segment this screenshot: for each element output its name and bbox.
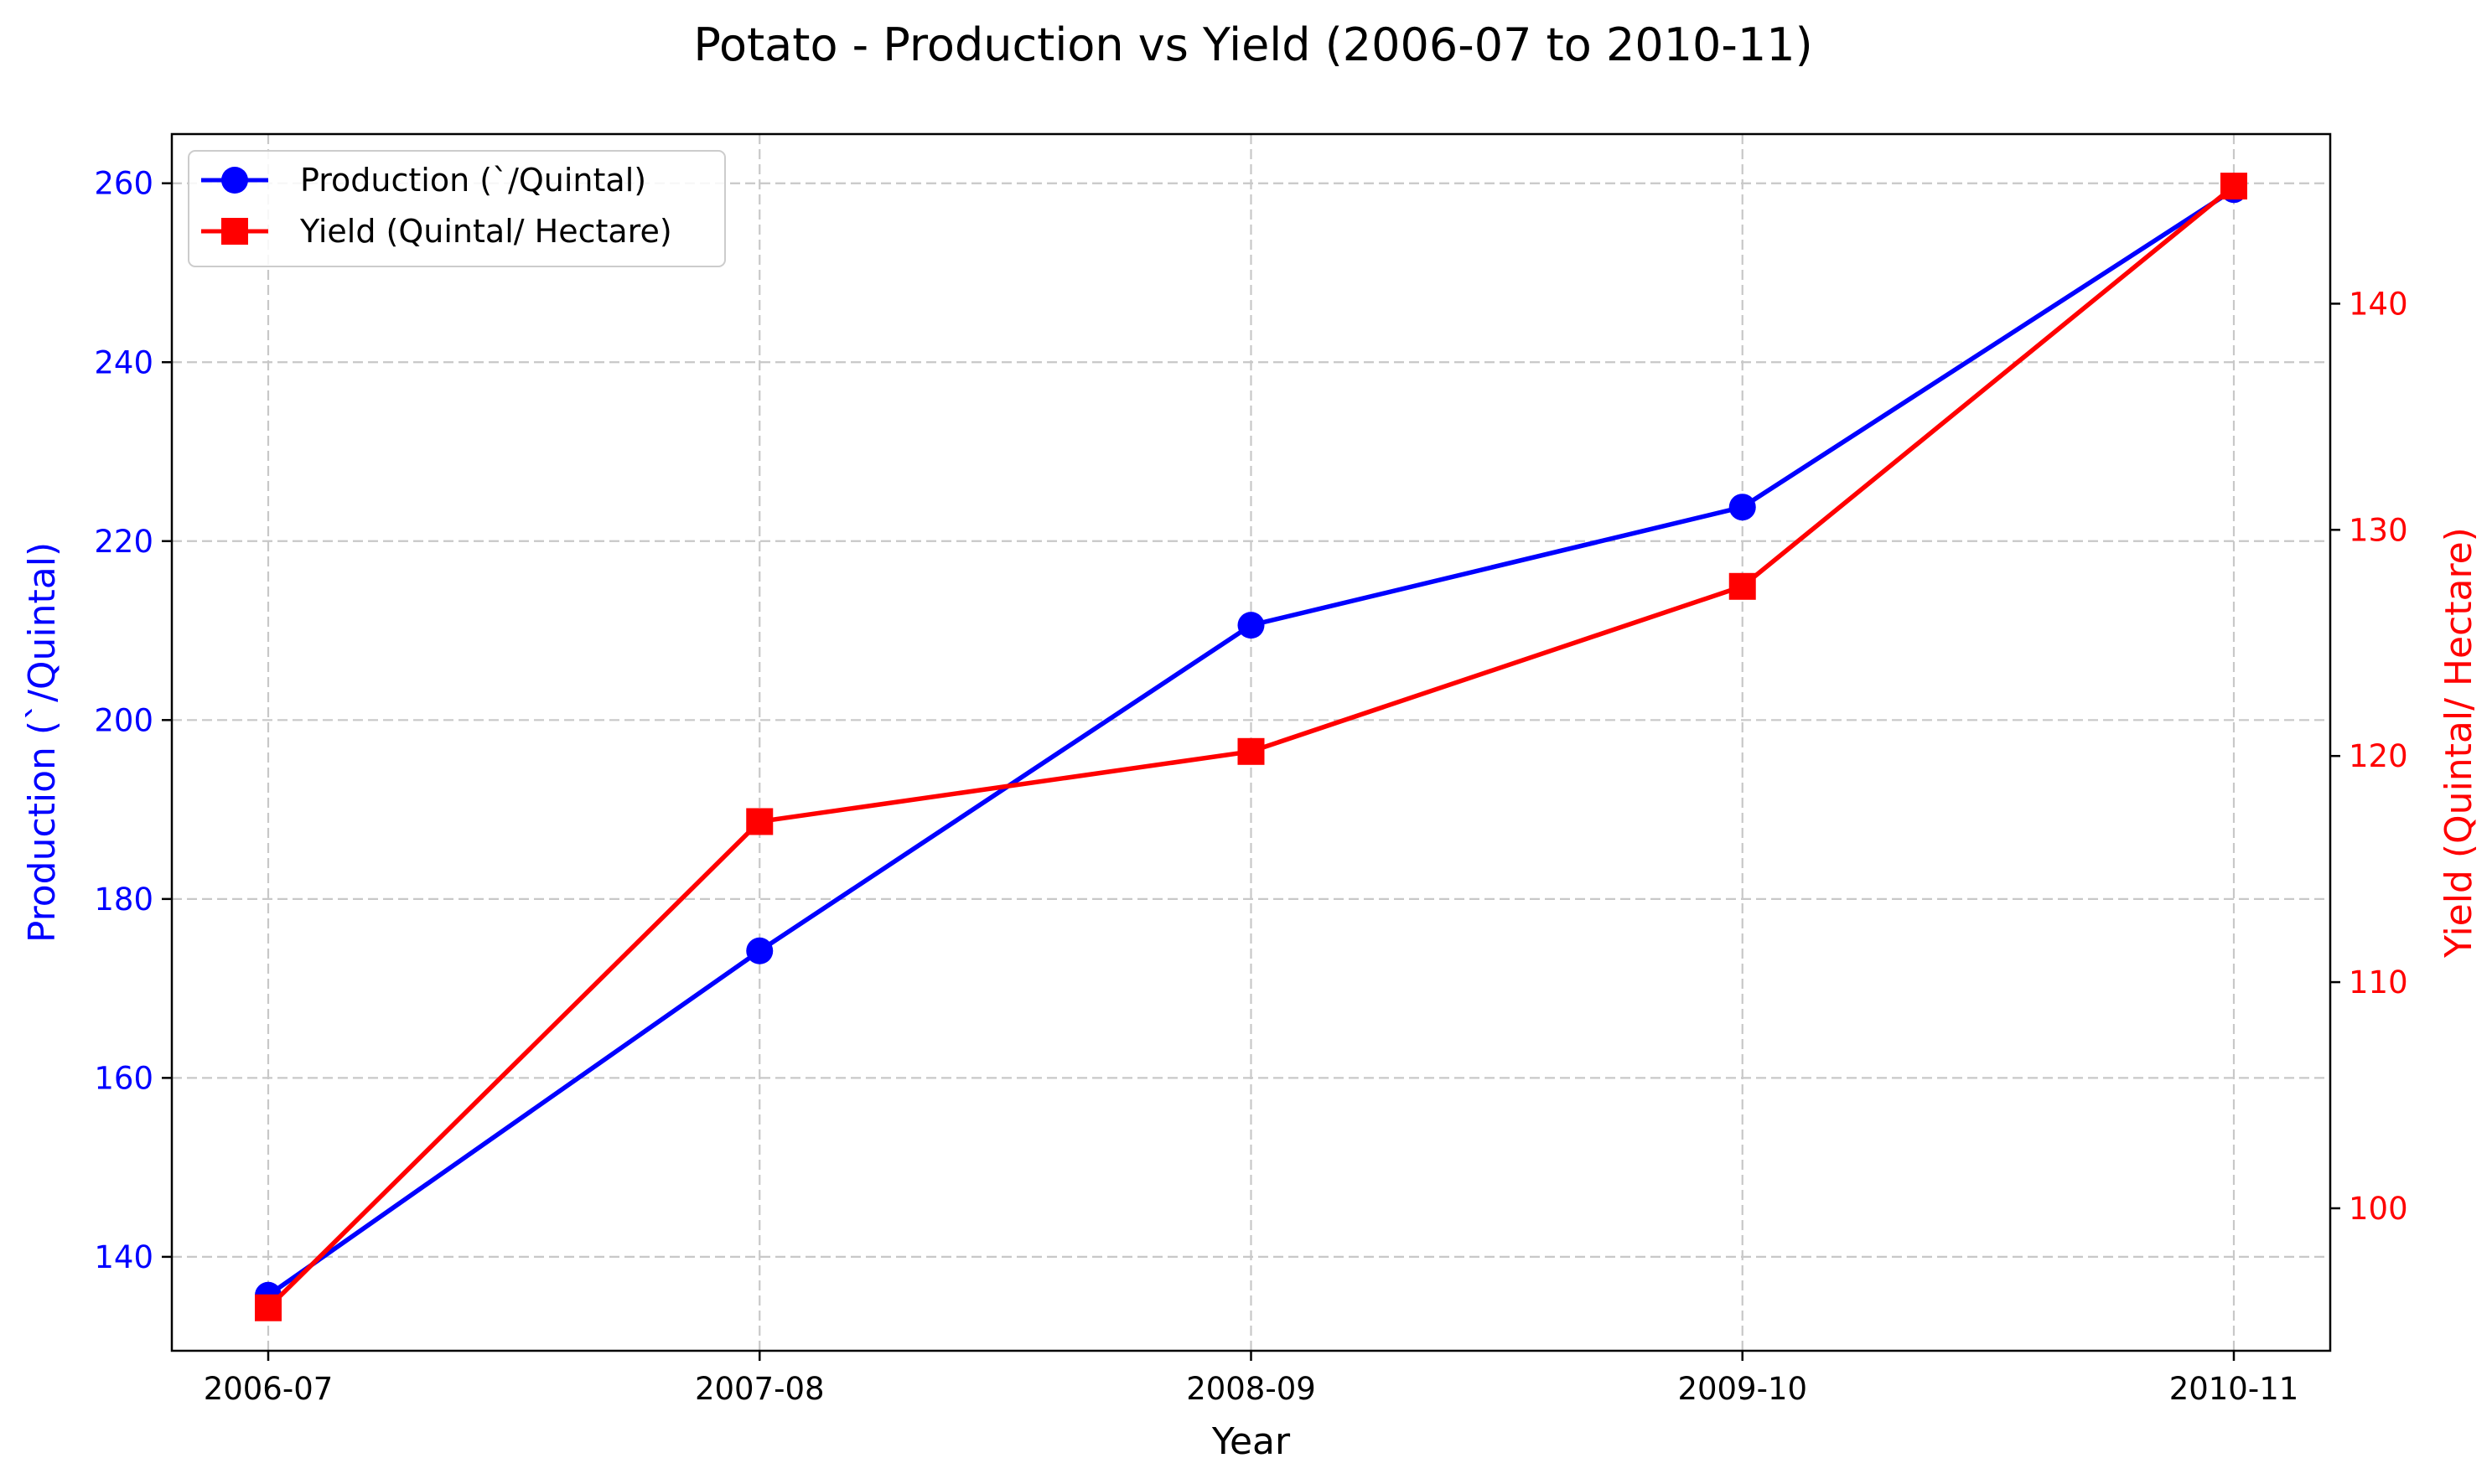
y-left-tick-label-140: 140 [94, 1239, 153, 1275]
legend-label-yield: Yield (Quintal/ Hectare) [299, 213, 672, 250]
point-yield-2008-09 [1237, 737, 1265, 765]
y-right-tick-label-140: 140 [2349, 286, 2408, 322]
y-right-tick-label-130: 130 [2349, 512, 2408, 548]
chart-title: Potato - Production vs Yield (2006-07 to… [693, 18, 1812, 71]
legend-label-production: Production (`/Quintal) [300, 162, 646, 199]
point-yield-2007-08 [746, 808, 774, 835]
y-left-tick-label-160: 160 [94, 1060, 153, 1096]
x-tick-label-2009-10: 2009-10 [1677, 1371, 1807, 1407]
x-tick-label-2008-09: 2008-09 [1186, 1371, 1316, 1407]
legend-marker-yield [221, 218, 248, 245]
point-yield-2010-11 [2220, 173, 2247, 200]
point-production-2008-09 [1237, 612, 1265, 639]
point-yield-2006-07 [255, 1294, 282, 1321]
y-left-tick-label-180: 180 [94, 882, 153, 918]
x-axis-label: Year [1211, 1420, 1291, 1463]
y-left-tick-label-240: 240 [94, 344, 153, 380]
y-left-tick-label-200: 200 [94, 702, 153, 738]
y-right-tick-label-120: 120 [2349, 738, 2408, 774]
y-axis-left-label: Production (`/Quintal) [21, 542, 64, 943]
legend-box [188, 150, 726, 267]
series-layer [255, 173, 2247, 1321]
y-right-tick-label-100: 100 [2349, 1191, 2408, 1227]
y-right-tick-label-110: 110 [2349, 964, 2408, 1001]
point-production-2009-10 [1728, 494, 1756, 521]
x-tick-label-2010-11: 2010-11 [2169, 1371, 2299, 1407]
y-left-tick-label-220: 220 [94, 524, 153, 560]
x-tick-label-2007-08: 2007-08 [695, 1371, 825, 1407]
x-tick-label-2006-07: 2006-07 [204, 1371, 334, 1407]
point-production-2007-08 [746, 937, 774, 964]
y-axis-right-label: Yield (Quintal/ Hectare) [2438, 527, 2480, 959]
point-yield-2009-10 [1728, 572, 1756, 600]
y-left-tick-label-260: 260 [94, 166, 153, 202]
axes: 2006-07 2007-08 2008-09 2009-10 2010-11 140 16… [94, 166, 2407, 1407]
legend: Production (`/Quintal) Yield (Quintal/ H… [188, 150, 726, 267]
legend-marker-production [221, 167, 248, 194]
